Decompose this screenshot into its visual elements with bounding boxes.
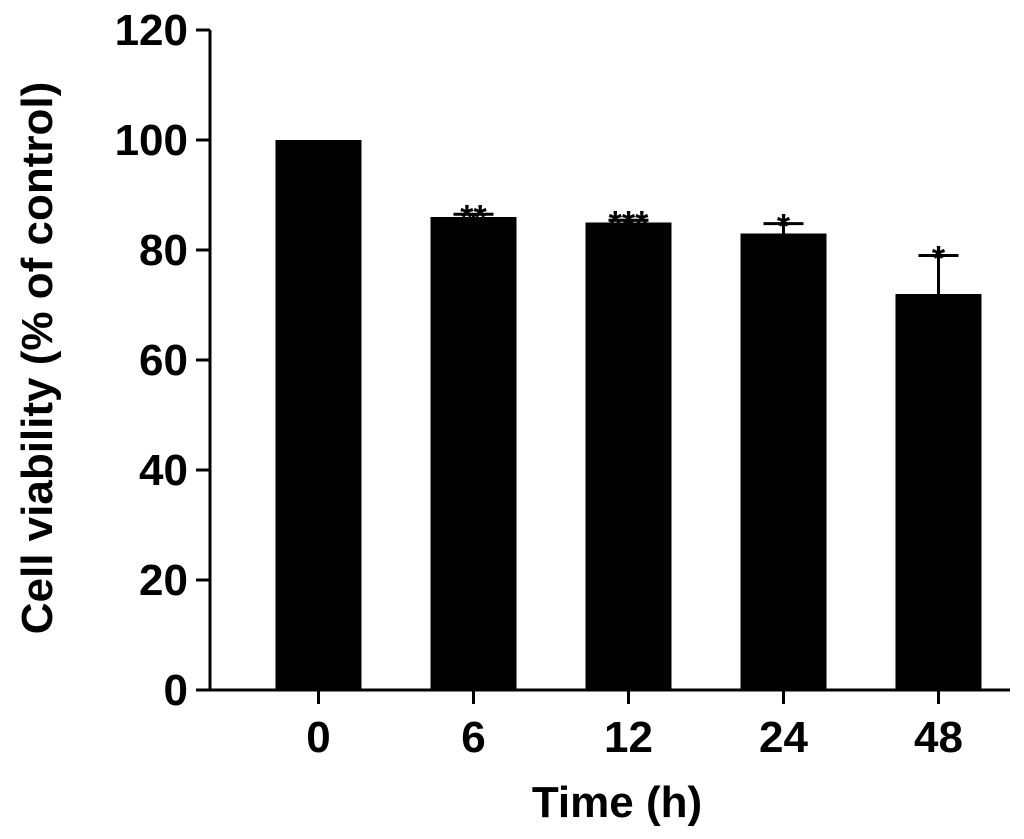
x-axis-title: Time (h) xyxy=(532,778,702,827)
bar xyxy=(585,222,672,690)
significance-label: * xyxy=(932,240,946,278)
y-tick-label: 20 xyxy=(139,556,188,605)
x-tick-label: 12 xyxy=(604,713,653,762)
x-axis: 0 6 12 24 48 xyxy=(210,688,1010,762)
x-tick-label: 24 xyxy=(759,713,808,762)
y-tick-label: 100 xyxy=(115,116,188,165)
y-tick-label: 40 xyxy=(139,446,188,495)
significance-label: ** xyxy=(460,198,487,236)
significance-label: *** xyxy=(609,204,649,242)
y-tick-label: 80 xyxy=(139,226,188,275)
bar xyxy=(275,140,362,690)
y-tick-label: 120 xyxy=(115,6,188,55)
significance-label: * xyxy=(777,208,791,246)
y-tick-label: 0 xyxy=(164,666,188,715)
x-tick-label: 48 xyxy=(914,713,963,762)
bar xyxy=(740,233,827,690)
y-axis: 0 20 40 60 80 100 120 xyxy=(115,6,212,715)
x-tick-label: 6 xyxy=(461,713,485,762)
bar xyxy=(430,217,517,690)
bar xyxy=(895,294,982,690)
error-bars xyxy=(453,212,959,294)
y-axis-title: Cell viability (% of control) xyxy=(13,82,62,635)
bars xyxy=(275,140,982,690)
significance-labels: ** *** ** xyxy=(460,198,946,277)
x-tick-label: 0 xyxy=(306,713,330,762)
y-tick-label: 60 xyxy=(139,336,188,385)
